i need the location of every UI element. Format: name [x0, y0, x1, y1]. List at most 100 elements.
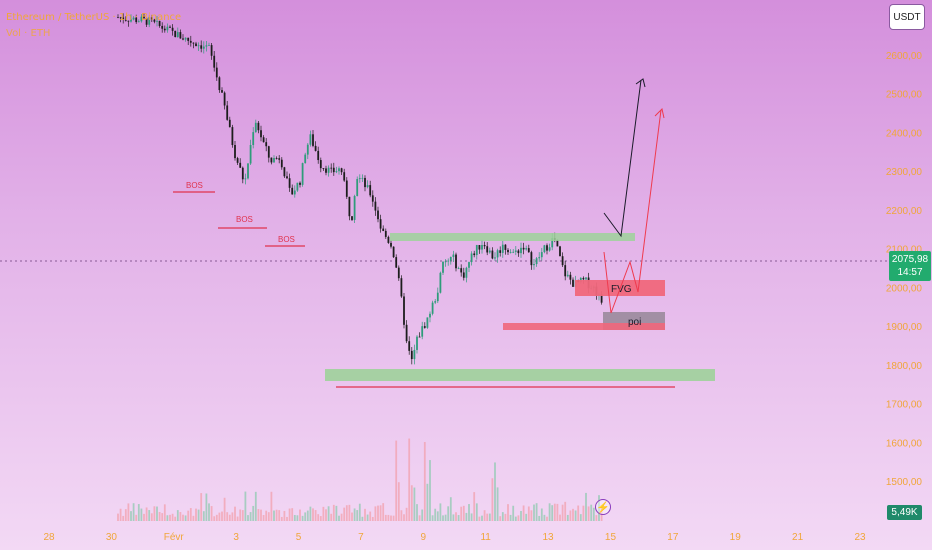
candle-body — [504, 244, 507, 250]
candle-body — [585, 277, 587, 280]
volume-bar — [546, 516, 548, 521]
volume-bar — [496, 487, 499, 521]
time-tick-label: 28 — [43, 532, 55, 543]
time-tick-label: 5 — [296, 532, 302, 543]
volume-bar — [161, 513, 164, 521]
volume-bar — [148, 510, 151, 521]
currency-unit-button[interactable]: USDT — [889, 4, 925, 30]
volume-bar — [465, 512, 468, 521]
price-tick-label: 2200,00 — [886, 206, 923, 217]
volume-bar — [533, 504, 535, 521]
volume-bar — [197, 509, 200, 521]
volume-bar — [522, 505, 525, 521]
candle-body — [280, 159, 283, 168]
volume-bar — [572, 508, 574, 521]
candle-body — [356, 179, 359, 196]
volume-bar — [304, 512, 307, 521]
volume-bar — [137, 504, 140, 521]
volume-bar — [434, 508, 437, 521]
volume-bar — [590, 504, 593, 521]
candle-body — [325, 168, 327, 173]
volume-bar — [174, 516, 177, 521]
candle-body — [127, 20, 130, 22]
price-tick-label: 1800,00 — [886, 361, 923, 372]
candle-body — [166, 26, 169, 31]
candles — [117, 13, 603, 365]
volume-bar — [205, 493, 208, 521]
volume-bar — [192, 515, 195, 521]
volume-bar — [501, 512, 504, 521]
candle-body — [205, 45, 208, 47]
candle-body — [145, 18, 148, 25]
candle-body — [317, 150, 320, 161]
volume-bar — [527, 506, 530, 521]
volume-bar — [509, 514, 512, 521]
candle-body — [338, 168, 340, 172]
candle-body — [322, 168, 325, 169]
poi-red-band — [503, 323, 665, 330]
volume-bar — [119, 508, 122, 521]
candle-body — [499, 250, 502, 253]
volume-bar — [283, 510, 286, 521]
volume-bar — [566, 514, 569, 521]
volume-bar — [291, 508, 294, 521]
volume-bar — [358, 503, 361, 521]
candle-body — [228, 119, 231, 128]
volume-bar — [345, 505, 348, 521]
lightning-icon[interactable]: ⚡ — [595, 499, 611, 515]
volume-bar — [556, 503, 559, 521]
time-tick-label: 23 — [854, 532, 866, 543]
volume-bar — [366, 514, 369, 521]
candle-body — [452, 254, 455, 257]
volume-bar — [499, 516, 502, 521]
volume-bar — [585, 492, 587, 521]
candle-body — [156, 20, 158, 22]
volume-bar — [254, 491, 257, 521]
candle-body — [444, 261, 447, 263]
volume-bar — [444, 514, 447, 521]
volume-bar — [226, 512, 229, 521]
volume-bar — [371, 516, 374, 521]
candle-body — [135, 17, 138, 23]
volume-bar — [195, 508, 197, 521]
candle-body — [455, 254, 457, 269]
candle-body — [273, 158, 275, 163]
candle-body — [270, 157, 273, 163]
volume-tag: 5,49K — [887, 505, 922, 520]
volume-bar — [330, 513, 333, 521]
candle-body — [176, 32, 179, 38]
candle-body — [265, 142, 268, 147]
candle-body — [559, 246, 561, 257]
volume-bar — [514, 516, 517, 521]
volume-bar — [475, 503, 478, 521]
volume-bar — [587, 506, 590, 521]
volume-bar — [577, 505, 580, 521]
volume-bar — [392, 515, 395, 521]
volume-bar — [470, 513, 473, 521]
volume-bar — [483, 510, 486, 521]
chart-legend: Ethereum / TetherUS · 1h · Binance Vol ·… — [6, 10, 181, 42]
volume-bar — [228, 514, 231, 521]
current-price-value: 2075,98 — [891, 254, 929, 265]
time-tick-label: 30 — [106, 532, 118, 543]
candle-body — [288, 178, 291, 188]
volume-bar — [462, 505, 465, 521]
volume-bar — [481, 515, 483, 521]
candle-body — [384, 230, 387, 237]
candle-body — [332, 167, 335, 173]
volume-bar — [405, 507, 408, 521]
candle-body — [416, 336, 418, 350]
candle-body — [366, 185, 369, 188]
candle-body — [301, 163, 304, 185]
candle-body — [431, 302, 434, 314]
candle-body — [150, 17, 153, 20]
volume-bar — [223, 497, 226, 521]
candle-body — [369, 185, 372, 196]
volume-bar — [236, 516, 239, 521]
volume-bar — [127, 503, 130, 521]
candle-body — [494, 257, 496, 259]
volume-bar — [218, 512, 221, 521]
volume-bar — [278, 510, 281, 521]
volume-bar — [543, 514, 546, 521]
